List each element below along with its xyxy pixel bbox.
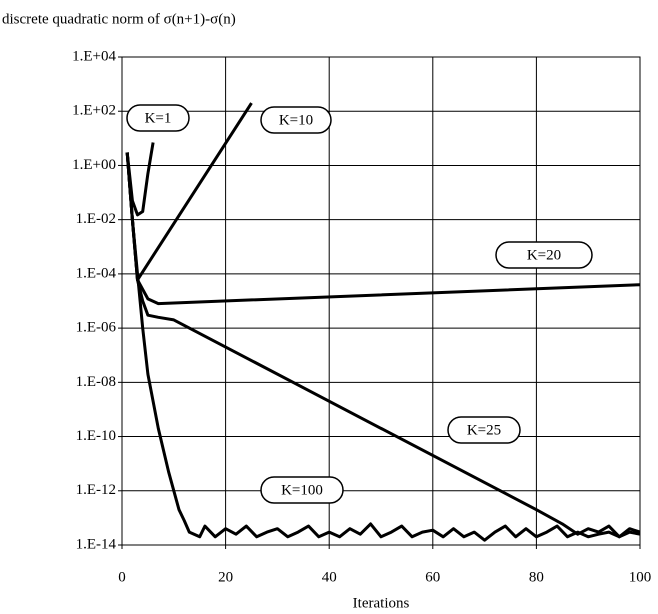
x-tick-label: 20 <box>218 569 233 585</box>
chart-title: discrete quadratic norm of σ(n+1)-σ(n) <box>2 11 236 27</box>
series-label: K=10 <box>279 112 313 128</box>
x-axis-label: Iterations <box>353 595 410 611</box>
label-box <box>260 476 344 504</box>
y-tick-label: 1.E-08 <box>76 374 116 390</box>
label-box <box>126 104 190 132</box>
y-tick-label: 1.E+00 <box>72 157 116 173</box>
x-tick-label: 100 <box>629 569 652 585</box>
y-tick-label: 1.E-14 <box>76 536 117 552</box>
y-tick-label: 1.E-10 <box>76 428 116 444</box>
y-tick-label: 1.E+04 <box>72 48 116 64</box>
label-box <box>260 106 332 134</box>
x-tick-label: 0 <box>118 569 126 585</box>
series-label: K=20 <box>527 247 561 263</box>
x-tick-label: 80 <box>529 569 544 585</box>
series-line <box>125 152 641 542</box>
y-tick-label: 1.E-06 <box>76 320 117 336</box>
series-label: K=25 <box>467 422 501 438</box>
plot-frame <box>121 56 641 546</box>
label-box <box>495 241 593 269</box>
y-tick-label: 1.E-02 <box>76 211 116 227</box>
x-tick-label: 40 <box>322 569 337 585</box>
label-box <box>447 416 521 444</box>
series-line <box>125 152 641 539</box>
y-tick-label: 1.E-12 <box>76 482 116 498</box>
x-tick-label: 60 <box>425 569 440 585</box>
series-label: K=100 <box>281 482 323 498</box>
series-label: K=1 <box>145 110 172 126</box>
y-tick-label: 1.E-04 <box>76 265 117 281</box>
y-tick-label: 1.E+02 <box>72 103 116 119</box>
